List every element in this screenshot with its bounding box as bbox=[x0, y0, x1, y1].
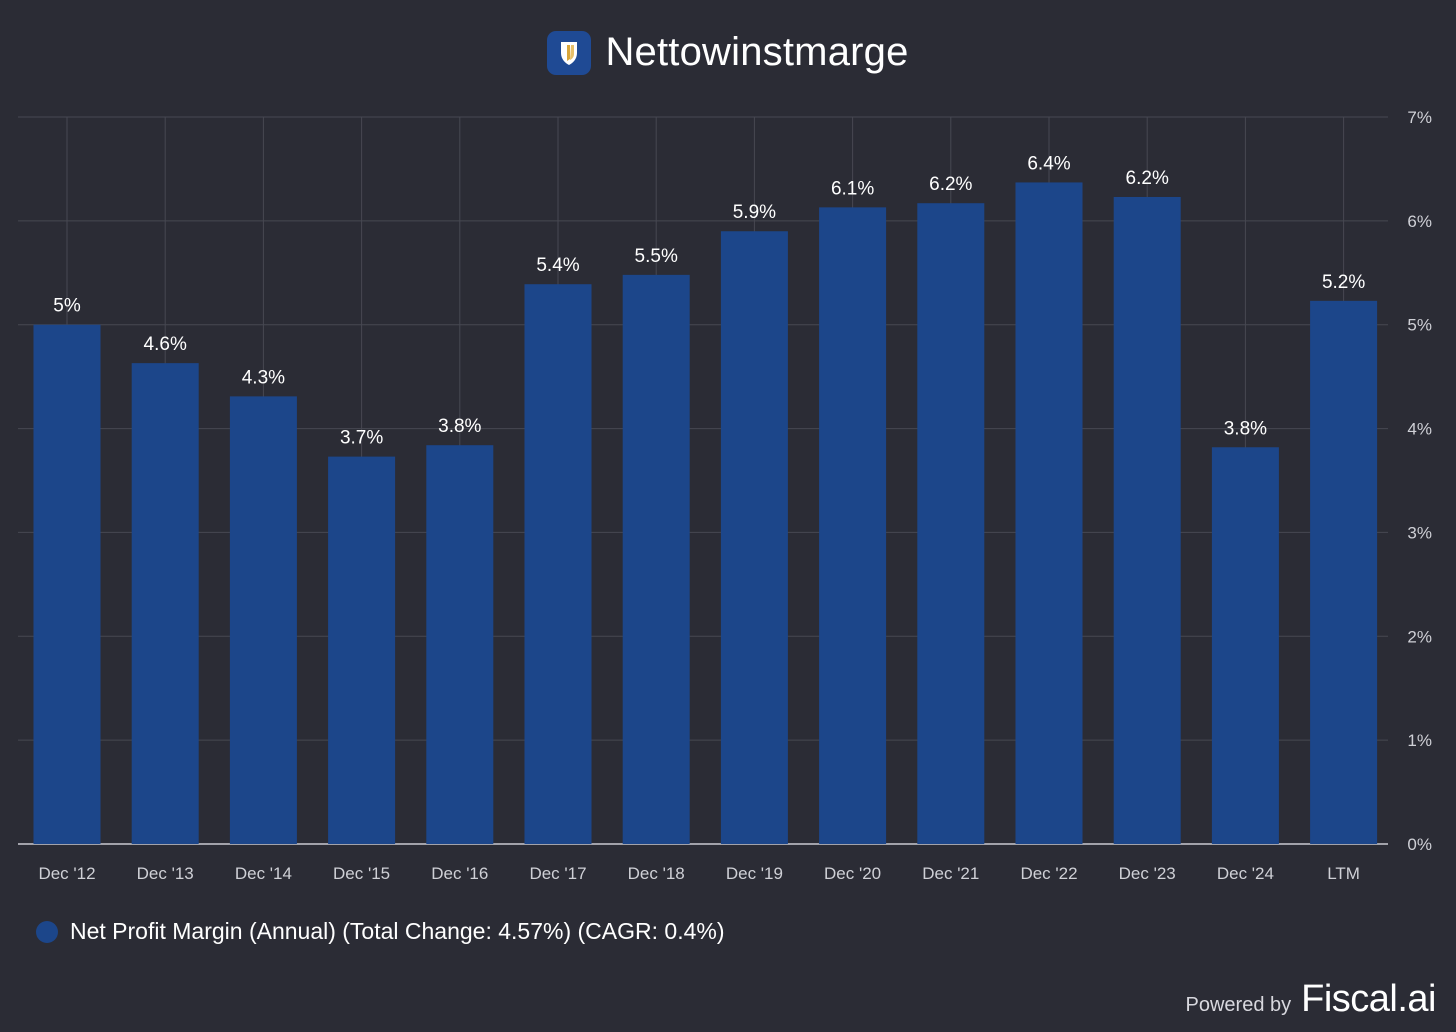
data-label: 5.2% bbox=[1322, 272, 1365, 293]
data-labels: 5% 4.6% 4.3% 3.7% 3.8% 5.4% 5.5% 5.9% 6.1% 6.2% 6.… bbox=[53, 153, 1365, 448]
x-tick-label: Dec '21 bbox=[922, 864, 979, 883]
x-tick-label: Dec '18 bbox=[628, 864, 685, 883]
data-label: 5.9% bbox=[733, 202, 776, 223]
x-tick-label: Dec '12 bbox=[38, 864, 95, 883]
x-axis-ticks: Dec '12 Dec '13 Dec '14 Dec '15 Dec '16 Dec '… bbox=[38, 864, 1360, 883]
grid-lines bbox=[18, 116, 1388, 845]
data-label: 4.6% bbox=[144, 334, 187, 355]
bar bbox=[131, 363, 199, 844]
x-tick-label: Dec '20 bbox=[824, 864, 881, 883]
data-label: 6.2% bbox=[929, 174, 972, 195]
chart-header: Nettowinstmarge bbox=[0, 30, 1456, 75]
x-tick-label: Dec '16 bbox=[431, 864, 488, 883]
x-tick-label: Dec '15 bbox=[333, 864, 390, 883]
chart-title: Nettowinstmarge bbox=[605, 30, 909, 74]
bar bbox=[328, 456, 396, 844]
brand-logo: Fiscal.ai bbox=[1301, 978, 1436, 1020]
y-tick-label: 5% bbox=[1407, 316, 1432, 335]
bars bbox=[33, 182, 1378, 845]
x-tick-label: Dec '17 bbox=[529, 864, 586, 883]
bar bbox=[33, 324, 101, 844]
bar bbox=[1113, 196, 1181, 845]
y-tick-label: 3% bbox=[1407, 523, 1432, 542]
x-tick-label: Dec '24 bbox=[1217, 864, 1274, 883]
data-label: 5.4% bbox=[536, 255, 579, 276]
bar bbox=[229, 396, 297, 844]
bar bbox=[524, 284, 592, 845]
data-label: 3.7% bbox=[340, 428, 383, 449]
y-tick-label: 0% bbox=[1407, 835, 1432, 854]
y-tick-label: 1% bbox=[1407, 731, 1432, 750]
bar bbox=[1015, 182, 1083, 844]
bar bbox=[917, 203, 985, 845]
bar-chart: 5% 4.6% 4.3% 3.7% 3.8% 5.4% 5.5% 5.9% 6.1% 6.2% 6.… bbox=[18, 108, 1432, 883]
bar bbox=[819, 207, 887, 844]
shield-logo-icon bbox=[547, 30, 592, 75]
data-label: 3.8% bbox=[438, 416, 481, 437]
data-label: 5% bbox=[53, 296, 81, 317]
x-tick-label: Dec '23 bbox=[1119, 864, 1176, 883]
x-tick-label: Dec '14 bbox=[235, 864, 292, 883]
data-label: 6.1% bbox=[831, 178, 874, 199]
y-tick-label: 6% bbox=[1407, 212, 1432, 231]
x-tick-label: Dec '19 bbox=[726, 864, 783, 883]
x-tick-label: LTM bbox=[1327, 864, 1360, 883]
legend-marker bbox=[36, 920, 58, 943]
bar bbox=[622, 274, 690, 844]
legend-label: Net Profit Margin (Annual) (Total Change… bbox=[70, 918, 725, 944]
legend[interactable]: Net Profit Margin (Annual) (Total Change… bbox=[36, 918, 725, 945]
x-tick-label: Dec '22 bbox=[1020, 864, 1077, 883]
data-label: 5.5% bbox=[635, 246, 678, 267]
y-tick-label: 7% bbox=[1407, 108, 1432, 127]
bar bbox=[720, 231, 788, 844]
data-label: 6.2% bbox=[1126, 168, 1169, 189]
footer-branding: Powered by Fiscal.ai bbox=[1186, 978, 1437, 1021]
y-axis-ticks: 0% 1% 2% 3% 4% 5% 6% 7% bbox=[1407, 108, 1432, 854]
data-label: 4.3% bbox=[242, 367, 285, 388]
bar bbox=[1211, 447, 1279, 844]
bar bbox=[426, 445, 494, 844]
x-tick-label: Dec '13 bbox=[137, 864, 194, 883]
powered-by-text: Powered by bbox=[1185, 994, 1292, 1016]
data-label: 6.4% bbox=[1027, 153, 1070, 174]
bar bbox=[1310, 300, 1378, 844]
y-tick-label: 2% bbox=[1407, 627, 1432, 646]
data-label: 3.8% bbox=[1224, 418, 1267, 439]
y-tick-label: 4% bbox=[1407, 420, 1432, 439]
